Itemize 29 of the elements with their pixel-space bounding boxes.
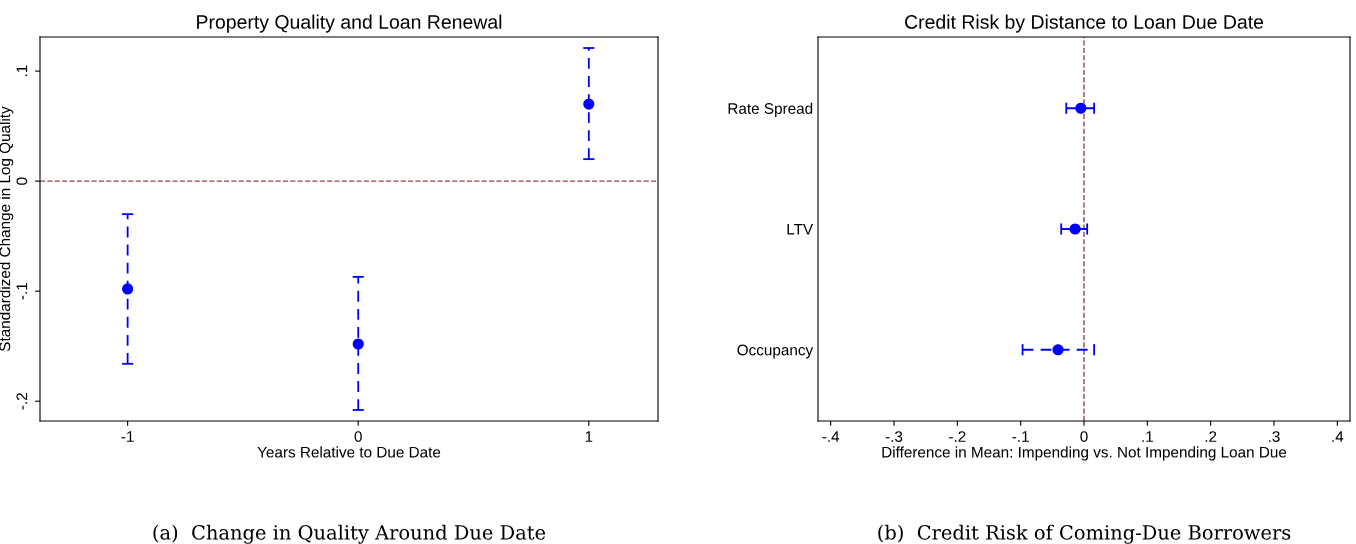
x-tick-label: -1	[121, 431, 134, 442]
x-tick-label: .2	[1205, 431, 1217, 442]
y-tick-label: .1	[16, 65, 28, 77]
y-tick-label: -.2	[16, 393, 28, 410]
x-tick-label: 0	[1080, 431, 1088, 442]
x-tick-label: -.3	[885, 431, 903, 442]
y-tick-label: 0	[16, 177, 28, 185]
y-tick-label: Rate Spread	[728, 102, 813, 117]
text: (a) Change in Quality Around Due Date	[153, 524, 546, 544]
y-tick-label: LTV	[787, 224, 814, 235]
point	[352, 338, 364, 350]
text: (b) Credit Risk of Coming-Due Borrowers	[878, 524, 1291, 544]
x-axis-title: Difference in Mean: Impending vs. Not Impending Loan Due	[882, 446, 1287, 461]
y-axis-title: Standardized Change in Log Quality	[0, 106, 14, 352]
x-axis-title: Years Relative to Due Date	[257, 446, 441, 458]
x-tick-label: 0	[354, 431, 362, 442]
x-tick-label: -.2	[949, 431, 966, 442]
x-tick-label: .1	[1142, 431, 1153, 442]
x-tick-label: .4	[1332, 431, 1344, 442]
x-tick-label: -.1	[1012, 431, 1029, 442]
x-tick-label: 1	[585, 431, 593, 442]
point	[122, 283, 134, 295]
x-tick-label: -.4	[822, 431, 840, 442]
x-tick-label: .3	[1269, 431, 1280, 442]
y-tick-label: -.1	[16, 283, 28, 300]
chart-title: Property Quality and Loan Renewal	[197, 14, 502, 33]
y-tick-label: Occupancy	[737, 344, 814, 359]
chart-title: Credit Risk by Distance to Loan Due Date	[905, 14, 1264, 33]
point	[583, 98, 595, 110]
